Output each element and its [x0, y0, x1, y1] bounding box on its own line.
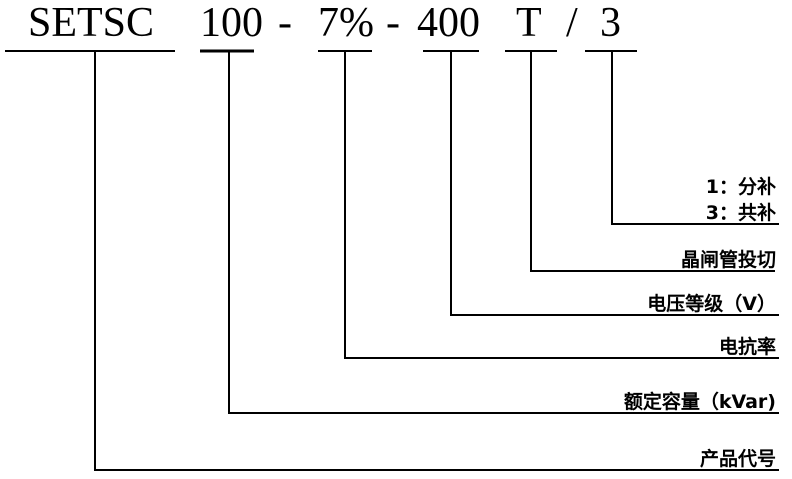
label-voltage-level: 电压等级（V） — [647, 292, 776, 315]
code-dash-1: - — [278, 0, 292, 46]
code-comp-type: 3 — [600, 0, 621, 46]
label-split-comp: 1：分补 — [706, 175, 776, 198]
label-thyristor-switching: 晶闸管投切 — [681, 248, 776, 271]
label-product-code: 产品代号 — [700, 447, 776, 470]
leader-lines — [94, 51, 779, 471]
code-reactance: 7% — [318, 0, 374, 46]
code-voltage: 400 — [417, 0, 480, 46]
code-capacity: 100 — [200, 0, 263, 46]
label-rated-capacity: 额定容量（kVar) — [624, 390, 776, 413]
code-thyristor: T — [516, 0, 542, 46]
label-common-comp: 3：共补 — [706, 201, 776, 224]
code-series: SETSC — [28, 0, 154, 46]
code-dash-2: - — [386, 0, 400, 46]
code-slash: / — [566, 0, 578, 46]
label-reactance-rate: 电抗率 — [719, 335, 776, 358]
